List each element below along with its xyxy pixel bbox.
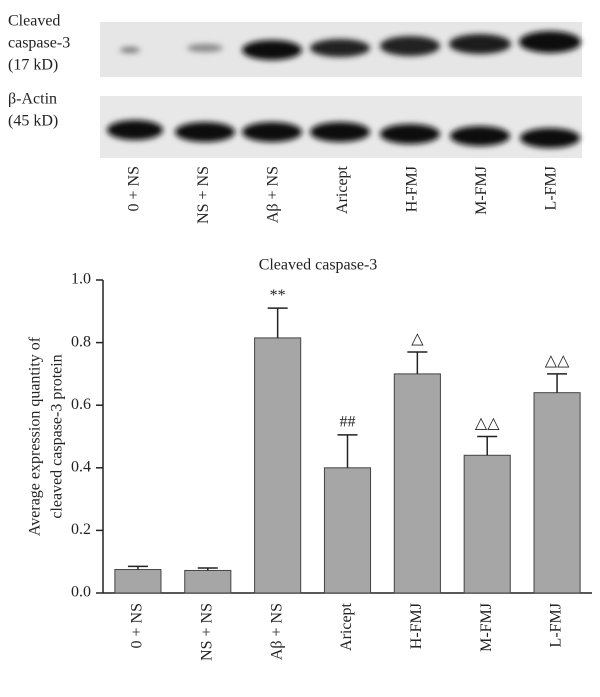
band: [520, 128, 580, 148]
blot-label: Cleaved: [8, 13, 60, 30]
blot-label: caspase-3: [8, 35, 70, 52]
band: [519, 31, 581, 53]
y-tick-label: 0.0: [71, 584, 91, 601]
x-tick-label: M-FMJ: [478, 603, 495, 652]
bar: [463, 454, 511, 594]
band: [242, 40, 302, 60]
band: [187, 44, 223, 52]
bar: [114, 569, 162, 594]
y-tick-label: 0.6: [71, 396, 91, 413]
blot-panel: [100, 22, 582, 158]
blot-lane-label: L-FMJ: [543, 166, 560, 210]
band: [120, 47, 140, 53]
blot-label: (45 kD): [8, 113, 58, 130]
blot-lane-label: Aβ + NS: [265, 166, 282, 223]
x-tick-label: Aricept: [338, 602, 355, 651]
x-tick-label: L-FMJ: [548, 603, 565, 647]
y-axis-label: Average expression quantity of: [27, 336, 44, 536]
annotation: △△: [475, 415, 500, 432]
annotation: △: [411, 331, 424, 348]
bar: [254, 337, 302, 594]
band: [107, 120, 163, 140]
blot-label: β-Actin: [8, 91, 57, 108]
y-tick-label: 0.4: [71, 458, 91, 475]
blot-lane-label: H-FMJ: [404, 166, 421, 212]
y-tick-label: 0.8: [71, 333, 91, 350]
annotation: **: [270, 287, 286, 304]
band: [450, 126, 510, 146]
band: [449, 34, 511, 54]
blot-label: (17 kD): [8, 57, 58, 74]
band: [310, 39, 370, 57]
bar: [184, 569, 232, 594]
band: [380, 124, 440, 144]
blot-lane-label: NS + NS: [195, 166, 212, 224]
y-tick-label: 0.2: [71, 521, 91, 538]
blot-lane-label: M-FMJ: [473, 166, 490, 215]
annotation: △△: [545, 353, 570, 370]
x-tick-label: NS + NS: [198, 603, 215, 661]
bar: [533, 392, 581, 594]
bar: [393, 373, 441, 594]
blot-lane-label: 0 + NS: [126, 166, 143, 211]
x-tick-label: H-FMJ: [408, 603, 425, 649]
x-tick-label: Aβ + NS: [268, 603, 285, 660]
y-axis-label: cleaved caspase-3 protein: [49, 354, 66, 518]
x-tick-label: 0 + NS: [129, 603, 146, 648]
band: [310, 122, 370, 142]
annotation: ##: [340, 414, 356, 431]
band: [242, 122, 302, 142]
band: [175, 122, 235, 142]
bar: [323, 467, 372, 594]
blot-lane-label: Aricept: [334, 165, 351, 214]
y-tick-label: 1.0: [71, 271, 91, 288]
chart-title: Cleaved caspase-3: [259, 257, 378, 274]
blot-bands: [107, 31, 581, 148]
band: [380, 36, 440, 56]
